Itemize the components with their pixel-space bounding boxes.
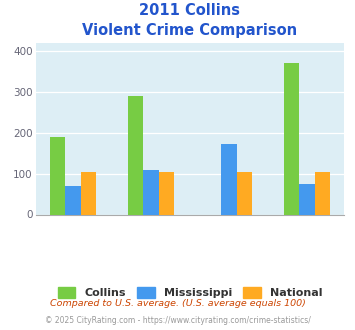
Bar: [143, 170, 159, 214]
Legend: Collins, Mississippi, National: Collins, Mississippi, National: [58, 287, 322, 298]
Bar: [299, 184, 315, 215]
Bar: [127, 96, 143, 214]
Bar: [159, 172, 174, 215]
Bar: [65, 186, 81, 215]
Text: © 2025 CityRating.com - https://www.cityrating.com/crime-statistics/: © 2025 CityRating.com - https://www.city…: [45, 316, 310, 325]
Text: Compared to U.S. average. (U.S. average equals 100): Compared to U.S. average. (U.S. average …: [50, 299, 305, 308]
Title: 2011 Collins
Violent Crime Comparison: 2011 Collins Violent Crime Comparison: [82, 3, 297, 38]
Bar: [81, 172, 96, 215]
Bar: [50, 137, 65, 214]
Bar: [237, 172, 252, 215]
Bar: [284, 63, 299, 214]
Bar: [315, 172, 330, 215]
Bar: [221, 144, 237, 214]
